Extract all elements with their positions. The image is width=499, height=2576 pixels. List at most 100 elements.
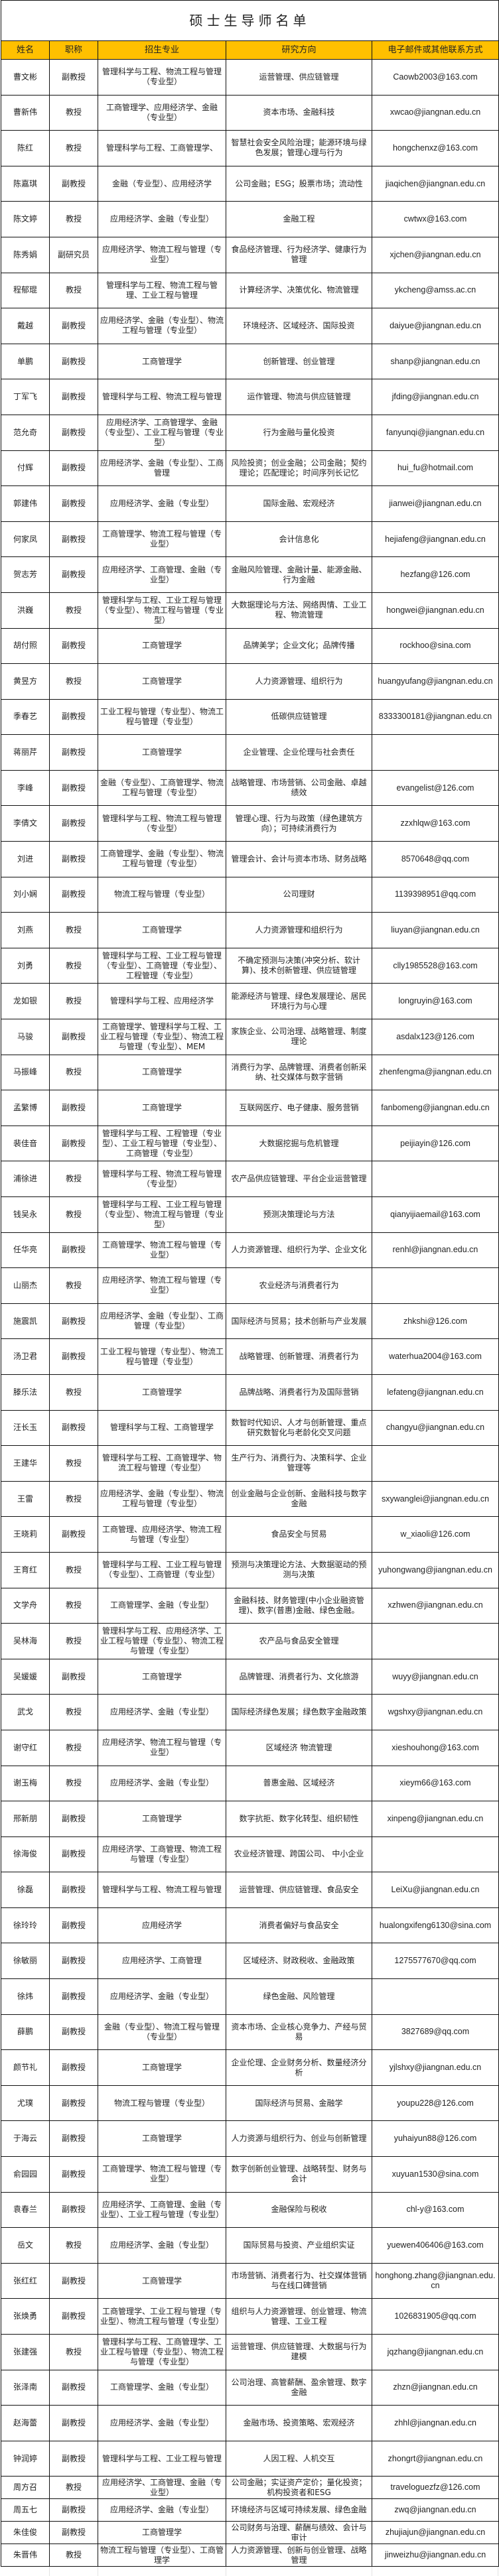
cell-email[interactable]: chl-y@163.com: [371, 2191, 499, 2228]
cell-email[interactable]: lefateng@jiangnan.edu.cn: [371, 1374, 499, 1411]
cell-title: 副教授: [49, 2440, 98, 2477]
cell-major: 应用经济学、金融（专业型）、工商管理（专业型）: [98, 1303, 226, 1340]
table-row: 武戈 教授 应用经济学、金融（专业型） 国际经济绿色发展；绿色数字金融政策 wgshxy…: [1, 1694, 499, 1730]
cell-email[interactable]: zhujiajun@jiangnan.edu.cn: [371, 2521, 499, 2545]
cell-name: 颜节礼: [1, 2049, 50, 2086]
table-body: 曹文彬 副教授 管理科学与工程、物流工程与管理（专业型） 运营管理、供应链管理 Caow…: [1, 59, 499, 2567]
cell-research: 金融保险与税收: [226, 2191, 372, 2228]
cell-email[interactable]: rockhoo@sina.com: [371, 627, 499, 665]
cell-email[interactable]: fanbomeng@jiangnan.edu.cn: [371, 1090, 499, 1126]
cell-email[interactable]: yuhaiyun88@126.com: [371, 2120, 499, 2157]
cell-email[interactable]: hualongxifeng6130@sina.com: [371, 1907, 499, 1944]
cell-email[interactable]: xuyuan1530@sina.com: [371, 2156, 499, 2193]
table-row: 黄昱方 教授 工商管理学 人力资源管理、组织行为 huangyufang@jiangna…: [1, 663, 499, 700]
cell-email[interactable]: w_xiaoli@126.com: [371, 1516, 499, 1553]
cell-email[interactable]: jinweizhu@jiangnan.edu.cn: [371, 2544, 499, 2567]
cell-email[interactable]: cwtwx@163.com: [371, 201, 499, 237]
cell-email[interactable]: xieym66@163.com: [371, 1765, 499, 1802]
cell-major: 应用经济学、金融（专业型）: [98, 1694, 226, 1730]
cell-major: 应用经济学、工商管理、金融（专业型）: [98, 556, 226, 593]
cell-email[interactable]: hejiafeng@jiangnan.edu.cn: [371, 521, 499, 558]
cell-title: 教授: [49, 2334, 98, 2370]
cell-research: 公司财务与治理、薪酬与绩效、会计与审计: [226, 2521, 372, 2545]
cell-name: 山丽杰: [1, 1267, 50, 1304]
cell-email[interactable]: liuyan@jiangnan.edu.cn: [371, 912, 499, 948]
cell-name: 徐炜: [1, 1978, 50, 2015]
cell-email[interactable]: 1139398951@qq.com: [371, 876, 499, 913]
cell-email[interactable]: yuewen406406@163.com: [371, 2227, 499, 2264]
cell-email[interactable]: xieshouhong@163.com: [371, 1729, 499, 1766]
cell-email[interactable]: waterhua2004@163.com: [371, 1338, 499, 1375]
cell-email[interactable]: xwcao@jiangnan.edu.cn: [371, 94, 499, 131]
cell-name: 程郁琨: [1, 272, 50, 309]
table-row: 谢守红 教授 应用经济学、物流工程与管理（专业型） 区域经济 物流管理 xieshouh…: [1, 1729, 499, 1766]
cell-research: 预测与决策理论方法、大数据驱动的预测与决策: [226, 1551, 372, 1588]
table-row: 李峰 副教授 金融（专业型）、工商管理学、物流工程与管理（专业型） 战略管理、市场营销…: [1, 769, 499, 806]
cell-email[interactable]: hezfang@126.com: [371, 556, 499, 593]
cell-email[interactable]: 3827689@qq.com: [371, 2014, 499, 2051]
cell-email[interactable]: hui_fu@hotmail.com: [371, 450, 499, 487]
cell-email[interactable]: changyu@jiangnan.edu.cn: [371, 1409, 499, 1447]
cell-email[interactable]: wuyy@jiangnan.edu.cn: [371, 1658, 499, 1695]
cell-email[interactable]: qianyijiaemail@163.com: [371, 1196, 499, 1233]
table-row: 徐磊 副教授 管理科学与工程、物流工程与管理 运营管理、供应链管理、食品安全 LeiXu…: [1, 1872, 499, 1908]
cell-email[interactable]: youpu228@126.com: [371, 2085, 499, 2122]
cell-email[interactable]: zwq@jiangnan.edu.cn: [371, 2498, 499, 2522]
table-row: 王雷 教授 应用经济学、金融（专业型）、物流工程与管理（专业型） 创业金融与企业创新、…: [1, 1480, 499, 1517]
cell-email[interactable]: asdalx123@126.com: [371, 1019, 499, 1055]
cell-title: 副教授: [49, 2014, 98, 2051]
cell-email[interactable]: hongchenxz@163.com: [371, 130, 499, 166]
cell-name: 刘进: [1, 841, 50, 877]
cell-name: 郭建伟: [1, 485, 50, 522]
table-row: 文学舟 教授 工商管理学、金融（专业型） 金融科技、财务管理(中小企业融资管理)、数字…: [1, 1587, 499, 1624]
cell-email[interactable]: jqzhang@jiangnan.edu.cn: [371, 2334, 499, 2370]
cell-email[interactable]: shanp@jiangnan.edu.cn: [371, 343, 499, 380]
table-row: 丁军飞 副教授 管理科学与工程、物流工程与管理 运作管理、物流与供应链管理 jfding…: [1, 379, 499, 415]
cell-email[interactable]: peijiayin@126.com: [371, 1125, 499, 1162]
cell-name: 岳文: [1, 2227, 50, 2264]
cell-email[interactable]: wgshxy@jiangnan.edu.cn: [371, 1694, 499, 1730]
cell-major: 物流工程与管理（专业型）: [98, 876, 226, 913]
cell-email[interactable]: jiaqichen@jiangnan.edu.cn: [371, 165, 499, 202]
cell-email[interactable]: jfding@jiangnan.edu.cn: [371, 379, 499, 415]
cell-email[interactable]: evangelist@126.com: [371, 769, 499, 806]
cell-email[interactable]: hongwei@jiangnan.edu.cn: [371, 592, 499, 629]
cell-email[interactable]: xzhwen@jiangnan.edu.cn: [371, 1587, 499, 1624]
cell-email[interactable]: fanyunqi@jiangnan.edu.cn: [371, 414, 499, 451]
cell-email[interactable]: xinpeng@jiangnan.edu.cn: [371, 1801, 499, 1837]
cell-email[interactable]: 8333300181@jiangnan.edu.cn: [371, 698, 499, 736]
cell-research: 市场营销、消费者行为、社交媒体营销与在线口碑营销: [226, 2262, 372, 2299]
cell-email[interactable]: 1026831905@qq.com: [371, 2298, 499, 2335]
cell-email[interactable]: renhl@jiangnan.edu.cn: [371, 1232, 499, 1269]
cell-email[interactable]: zzxhlqw@163.com: [371, 805, 499, 842]
cell-title: 教授: [49, 201, 98, 237]
cell-email[interactable]: ykcheng@amss.ac.cn: [371, 272, 499, 309]
cell-email[interactable]: sxywanglei@jiangnan.edu.cn: [371, 1480, 499, 1517]
table-row: 付辉 副教授 应用经济学、金融（专业型）、工商管理 风险投资；创业金融；公司金融；契约…: [1, 450, 499, 487]
cell-email[interactable]: daiyue@jiangnan.edu.cn: [371, 308, 499, 344]
cell-email[interactable]: zhkshi@126.com: [371, 1303, 499, 1340]
cell-email[interactable]: longruyin@163.com: [371, 983, 499, 1020]
cell-email[interactable]: traveloguezfz@126.com: [371, 2476, 499, 2500]
cell-email[interactable]: 8570648@qq.com: [371, 841, 499, 877]
cell-email[interactable]: honghong.zhang@jiangnan.edu.cn: [371, 2262, 499, 2299]
cell-email[interactable]: zhenfengma@jiangnan.edu.cn: [371, 1054, 499, 1091]
cell-email[interactable]: zhhl@jiangnan.edu.cn: [371, 2405, 499, 2441]
table-row: 刘燕 教授 工商管理学 人力资源管理和组织行为 liuyan@jiangnan.edu.…: [1, 912, 499, 948]
cell-email[interactable]: LeiXu@jiangnan.edu.cn: [371, 1872, 499, 1908]
cell-email[interactable]: xjchen@jiangnan.edu.cn: [371, 236, 499, 273]
table-row: 王育红 教授 管理科学与工程、工业工程与管理（专业型）、工商管理（专业型） 预测与决策…: [1, 1551, 499, 1588]
cell-email[interactable]: yuhongwang@jiangnan.edu.cn: [371, 1551, 499, 1588]
cell-major: 工商管理、应用经济学、物流工程与管理（专业型）: [98, 1516, 226, 1553]
cell-email[interactable]: jianwei@jiangnan.edu.cn: [371, 485, 499, 522]
cell-email[interactable]: clly1985528@163.com: [371, 947, 499, 984]
cell-email[interactable]: zhzn@jiangnan.edu.cn: [371, 2369, 499, 2406]
cell-email[interactable]: 1275577670@qq.com: [371, 1943, 499, 1980]
table-row: 钟润婷 副教授 管理科学与工程、工业工程与管理 人因工程、人机交互 zhongrt@ji…: [1, 2440, 499, 2477]
cell-email[interactable]: zhongrt@jiangnan.edu.cn: [371, 2440, 499, 2477]
cell-email[interactable]: huangyufang@jiangnan.edu.cn: [371, 663, 499, 700]
cell-email[interactable]: yjlshxy@jiangnan.edu.cn: [371, 2049, 499, 2086]
cell-major: 管理科学与工程、工商管理学: [98, 1409, 226, 1447]
cell-research: 公司理财: [226, 876, 372, 913]
cell-email[interactable]: Caowb2003@163.com: [371, 59, 499, 96]
